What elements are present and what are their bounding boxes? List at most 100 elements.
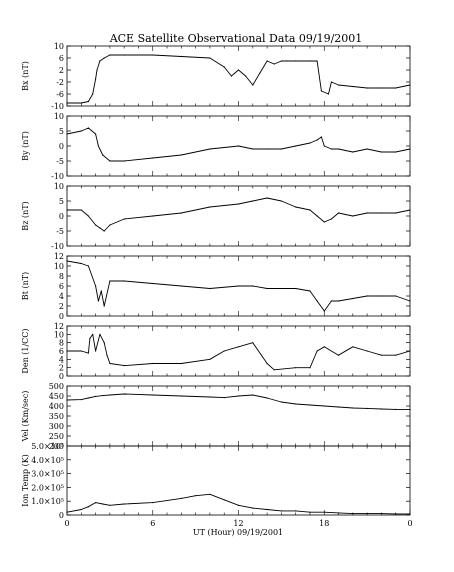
data-point-vel — [337, 406, 340, 408]
y-tick-label-bz: -5 — [56, 227, 64, 236]
data-point-vel — [209, 396, 211, 398]
data-point-bt — [209, 287, 211, 290]
y-tick-label-bx: -6 — [56, 90, 64, 99]
y-axis-label-den: Den (1/CC) — [21, 328, 30, 373]
data-point-bt — [103, 305, 105, 307]
data-point-den — [223, 350, 225, 352]
y-tick-label-bz: 0 — [59, 212, 64, 221]
data-point-temp — [295, 510, 297, 512]
data-point-temp — [87, 506, 89, 508]
data-point-temp — [80, 508, 82, 511]
data-point-bz — [409, 209, 411, 211]
data-point-vel — [66, 399, 68, 401]
data-point-bz — [209, 206, 211, 208]
y-tick-label-vel: 250 — [49, 432, 64, 441]
data-point-by — [180, 154, 182, 156]
data-point-temp — [223, 499, 225, 501]
data-point-temp — [266, 508, 268, 511]
data-point-by — [295, 145, 297, 147]
data-point-temp — [95, 502, 97, 504]
y-tick-label-bz: -10 — [51, 242, 64, 251]
data-point-vel — [109, 394, 111, 396]
data-point-bt — [266, 287, 268, 290]
data-point-bx — [295, 60, 297, 62]
data-point-bx — [92, 93, 94, 95]
data-point-vel — [366, 407, 368, 409]
panel-bz: -10 -5 0 5 10 Bz (nT) — [21, 182, 411, 251]
data-point-bt — [87, 265, 89, 267]
data-point-by — [152, 157, 154, 159]
data-point-by — [123, 160, 125, 162]
data-point-bz — [330, 218, 332, 220]
panel-by: -10 -5 0 5 10 By (nT) — [21, 112, 411, 181]
data-point-den — [337, 354, 340, 356]
y-axis-label-vel: Vel (Km/sec) — [21, 391, 30, 443]
data-point-den — [95, 350, 97, 352]
data-point-den — [209, 358, 211, 360]
data-point-bt — [109, 280, 111, 282]
y-tick-label-temp: 1.0×10⁵ — [31, 497, 64, 506]
data-point-vel — [352, 407, 354, 409]
data-point-vel — [295, 403, 297, 405]
data-point-bx — [266, 60, 268, 62]
data-point-by — [80, 130, 82, 132]
data-point-den — [380, 354, 382, 356]
data-point-bt — [323, 310, 325, 312]
data-point-bx — [409, 84, 411, 86]
y-tick-label-den: 12 — [54, 322, 64, 331]
data-point-bx — [245, 75, 247, 77]
data-point-by — [409, 148, 411, 150]
data-point-temp — [409, 513, 411, 515]
data-point-bz — [380, 212, 382, 214]
data-point-bz — [152, 215, 154, 217]
y-axis-label-by: By (nT) — [21, 131, 30, 161]
data-point-den — [66, 350, 68, 352]
data-point-temp — [123, 503, 125, 505]
data-point-bt — [330, 300, 332, 302]
data-point-temp — [366, 513, 368, 515]
x-axis-label: UT (Hour) 09/19/2001 — [193, 528, 283, 537]
data-point-by — [95, 133, 97, 135]
data-point-bz — [87, 215, 89, 217]
data-point-by — [87, 127, 89, 129]
data-point-bx — [95, 78, 97, 80]
data-point-den — [295, 367, 297, 369]
data-point-bz — [337, 212, 340, 214]
data-point-bx — [230, 75, 232, 77]
data-point-bt — [180, 285, 182, 287]
data-point-den — [92, 333, 94, 335]
series-line-bz — [67, 197, 411, 232]
data-point-bx — [309, 60, 311, 62]
data-point-temp — [195, 495, 197, 497]
data-point-bz — [280, 200, 282, 202]
data-point-vel — [309, 404, 311, 406]
data-point-bz — [66, 209, 68, 211]
data-point-bx — [330, 81, 332, 83]
data-point-vel — [180, 395, 182, 397]
panel-temp: 0 1.0×10⁵ 2.0×10⁵ 3.0×10⁵ 4.0×10⁵ 5.0×10⁵Ion … — [21, 442, 411, 520]
data-point-temp — [102, 503, 104, 505]
data-point-bz — [323, 221, 325, 223]
data-point-bt — [152, 282, 154, 285]
data-point-bx — [252, 84, 254, 86]
y-axis-label-temp: Ion Temp (K) — [21, 454, 30, 507]
data-point-bx — [96, 69, 98, 71]
data-point-by — [237, 145, 240, 147]
y-tick-label-temp: 4.0×10⁵ — [31, 456, 64, 465]
series-line-vel — [66, 393, 411, 411]
data-point-den — [316, 350, 318, 352]
data-point-bt — [309, 290, 311, 292]
data-point-temp — [395, 513, 397, 515]
data-point-vel — [237, 395, 240, 397]
data-point-den — [99, 333, 101, 335]
y-tick-label-bx: -2 — [56, 78, 64, 87]
data-point-bz — [352, 215, 354, 217]
y-tick-label-den: 6 — [59, 347, 64, 356]
data-point-bx — [280, 60, 282, 62]
data-point-den — [352, 346, 354, 348]
data-point-bz — [103, 230, 105, 232]
data-point-den — [106, 354, 108, 356]
data-point-den — [266, 362, 268, 365]
